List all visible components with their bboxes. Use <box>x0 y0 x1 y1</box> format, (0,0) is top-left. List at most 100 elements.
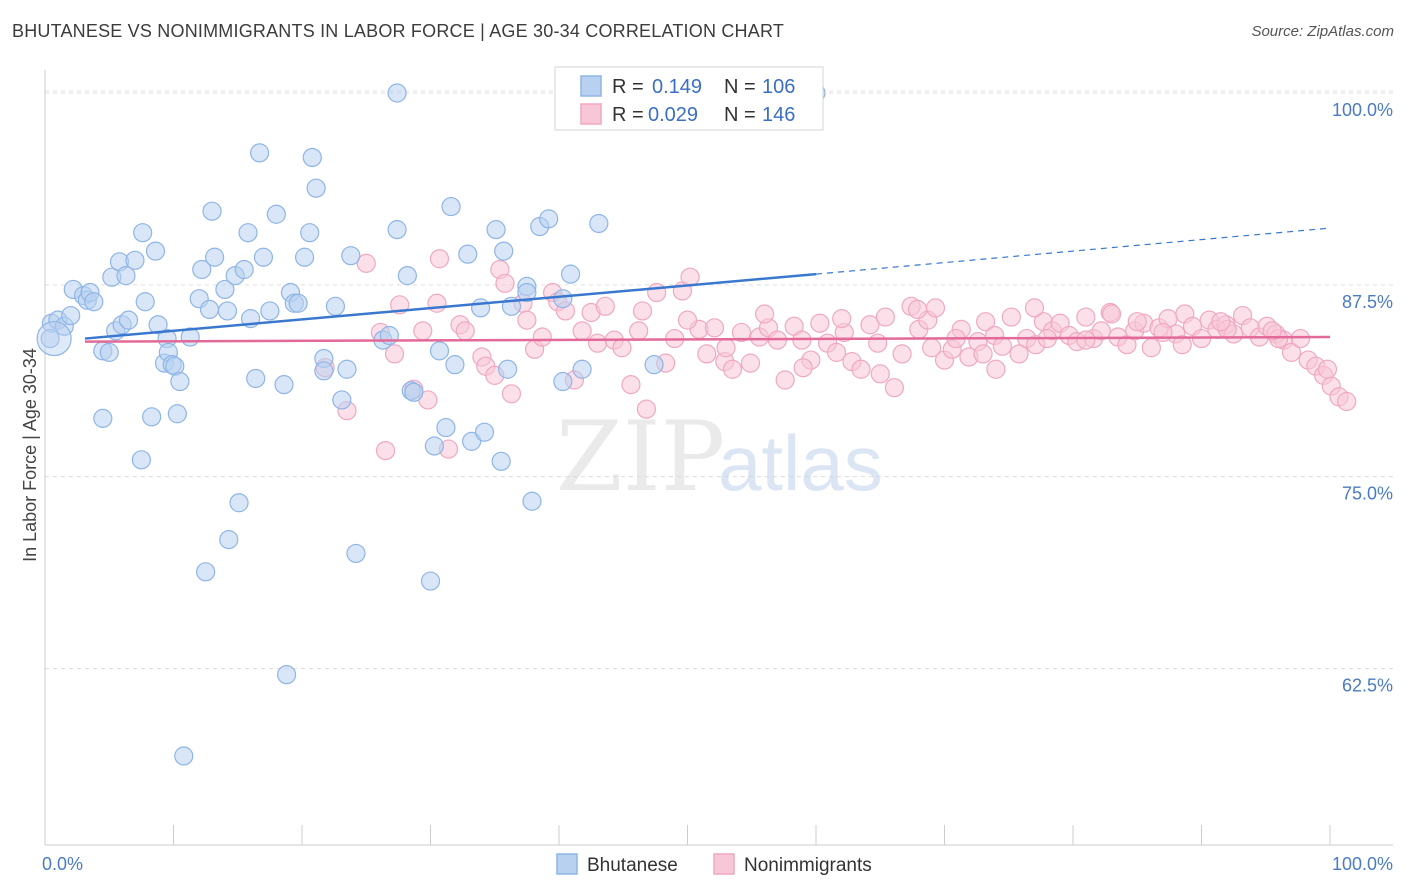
nonimmigrants-point <box>1337 391 1357 412</box>
bhutanese-point <box>436 417 456 438</box>
bhutanese-point <box>205 247 225 267</box>
bottom-legend-swatch-bhutanese <box>556 853 578 875</box>
bottom-legend-label-nonimmigrants: Nonimmigrants <box>744 855 872 876</box>
nonimmigrants-point <box>740 353 761 373</box>
bhutanese-point <box>116 266 136 286</box>
nonimmigrants-point <box>697 344 717 364</box>
nonimmigrants-point <box>826 342 847 362</box>
nonimmigrants-point <box>427 293 447 313</box>
nonimmigrants-point <box>413 321 433 341</box>
bhutanese-point <box>522 491 542 511</box>
chart-source: Source: ZipAtlas.com <box>1251 23 1394 40</box>
y-tick-label: 62.5% <box>1342 676 1393 696</box>
bhutanese-point <box>341 246 361 266</box>
bhutanese-point <box>142 407 162 427</box>
nonimmigrants-point <box>810 313 830 333</box>
bhutanese-point <box>118 310 139 330</box>
legend-n-label-1: N = <box>724 76 756 98</box>
bhutanese-point <box>274 375 294 395</box>
bhutanese-point <box>174 746 194 766</box>
nonimmigrants-point <box>677 310 698 330</box>
nonimmigrants-point <box>716 338 736 358</box>
nonimmigrants-point <box>636 399 656 419</box>
nonimmigrants-point <box>1281 342 1302 362</box>
bhutanese-point <box>337 359 357 379</box>
bhutanese-point <box>644 355 664 375</box>
watermark-atlas: atlas <box>718 419 883 507</box>
bottom-legend: Bhutanese Nonimmigrants <box>556 853 872 876</box>
bhutanese-point <box>249 143 270 163</box>
nonimmigrants-point <box>632 301 653 321</box>
bhutanese-point <box>133 223 153 243</box>
bhutanese-point <box>539 209 559 229</box>
x-tick-label-max: 100.0% <box>1332 854 1393 874</box>
nonimmigrants-point <box>1290 328 1311 349</box>
bhutanese-point <box>306 178 326 198</box>
nonimmigrants-point <box>1317 359 1338 379</box>
nonimmigrants-point <box>1141 338 1161 358</box>
nonimmigrants-point <box>775 370 795 390</box>
nonimmigrants-point <box>992 336 1012 356</box>
bhutanese-point <box>314 361 334 381</box>
legend-r-label-2: R = <box>612 104 644 126</box>
bottom-legend-swatch-nonimmigrants <box>713 853 735 875</box>
bhutanese-point <box>441 196 461 217</box>
bhutanese-point <box>387 83 407 103</box>
bhutanese-point <box>572 359 592 379</box>
trend-layer <box>84 227 1331 343</box>
nonimmigrants-point <box>375 440 396 461</box>
y-tick-label: 75.0% <box>1342 484 1393 504</box>
nonimmigrants-point <box>1024 298 1045 318</box>
nonimmigrants-point <box>1091 321 1111 341</box>
watermark-layer: ZIP atlas <box>556 401 883 513</box>
bhutanese-point <box>246 368 266 389</box>
nonimmigrants-point <box>1001 307 1021 327</box>
nonimmigrants-point <box>973 344 993 364</box>
nonimmigrants-point <box>907 299 928 320</box>
bhutanese-point <box>199 299 220 320</box>
bhutanese-point <box>215 279 235 300</box>
bhutanese-trend-line <box>84 272 817 340</box>
nonimmigrants-point <box>1009 344 1029 364</box>
nonimmigrants-point <box>884 378 904 398</box>
nonimmigrants-point <box>868 333 888 353</box>
nonimmigrants-point <box>1172 335 1192 355</box>
bhutanese-point <box>325 296 346 316</box>
nonimmigrants-point <box>629 321 649 341</box>
nonimmigrants-point <box>731 322 752 343</box>
axis-layer: 100.0% 87.5% 75.0% 62.5% 0.0% 100.0% <box>42 70 1393 874</box>
y-axis-title: In Labor Force | Age 30-34 <box>20 348 40 562</box>
nonimmigrants-point <box>851 359 871 379</box>
nonimmigrants-point <box>595 296 615 316</box>
nonimmigrants-point <box>1101 304 1122 324</box>
bhutanese-point <box>266 204 286 224</box>
nonimmigrants-point <box>384 344 405 364</box>
bhutanese-point <box>260 301 280 321</box>
bhutanese-point <box>217 301 238 321</box>
bhutanese-point <box>202 201 222 221</box>
nonimmigrants-point <box>925 298 946 318</box>
chart-title: BHUTANESE VS NONIMMIGRANTS IN LABOR FORC… <box>12 21 785 41</box>
bhutanese-point <box>99 342 119 362</box>
nonimmigrants-point <box>356 253 376 273</box>
bhutanese-point <box>84 292 104 312</box>
bhutanese-point <box>404 382 424 402</box>
bhutanese-point <box>192 259 212 280</box>
bhutanese-trend-extension <box>815 227 1331 275</box>
bhutanese-point <box>486 220 506 240</box>
bhutanese-point <box>167 404 187 424</box>
bhutanese-point <box>458 244 478 264</box>
nonimmigrants-trend-line <box>84 335 1331 343</box>
bhutanese-point <box>553 371 573 392</box>
bhutanese-point <box>589 213 609 234</box>
bhutanese-point <box>300 223 320 243</box>
bhutanese-point <box>219 530 239 550</box>
bhutanese-point <box>420 571 441 591</box>
legend-n-value-2: 146 <box>762 104 795 126</box>
nonimmigrants-point <box>870 364 890 384</box>
bottom-legend-label-bhutanese: Bhutanese <box>587 855 678 876</box>
nonimmigrants-point <box>621 375 641 395</box>
nonimmigrants-point <box>922 338 942 358</box>
nonimmigrants-point <box>517 310 537 330</box>
